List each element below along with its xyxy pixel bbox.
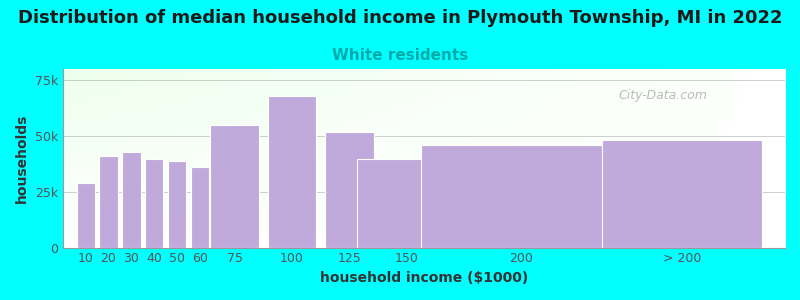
Bar xyxy=(99,156,118,248)
Bar xyxy=(422,145,621,248)
Text: White residents: White residents xyxy=(332,48,468,63)
Bar xyxy=(325,131,374,248)
Text: City-Data.com: City-Data.com xyxy=(619,89,708,102)
X-axis label: household income ($1000): household income ($1000) xyxy=(320,271,528,285)
Bar xyxy=(122,152,141,248)
Bar xyxy=(191,167,210,248)
Text: Distribution of median household income in Plymouth Township, MI in 2022: Distribution of median household income … xyxy=(18,9,782,27)
Bar xyxy=(146,159,163,248)
Bar xyxy=(602,140,762,248)
Bar xyxy=(168,160,186,247)
Bar xyxy=(210,125,259,248)
Y-axis label: households: households xyxy=(15,114,29,203)
Bar xyxy=(77,183,94,248)
Bar xyxy=(268,96,316,248)
Bar xyxy=(357,159,456,248)
